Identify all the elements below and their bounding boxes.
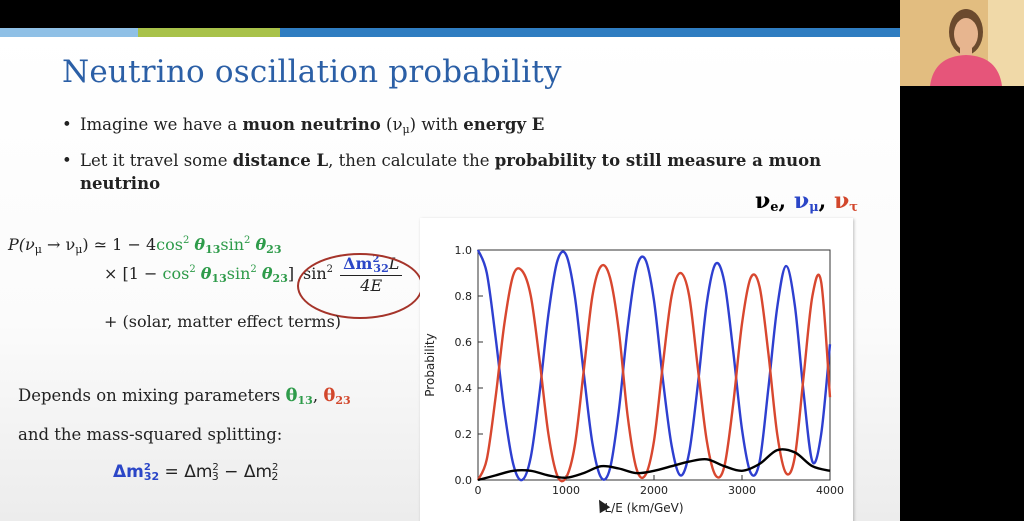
bullet1-bold-energy: energy E	[463, 115, 545, 134]
split-sup: 2	[143, 462, 151, 473]
eq2-sub13: 13	[211, 272, 227, 285]
eq-cos: cos	[156, 235, 183, 254]
top-black-bar	[0, 0, 1024, 28]
depends-theta23-sub: 23	[335, 394, 351, 407]
legend-mu-sub: μ	[809, 200, 819, 215]
y-tick-label: 1.0	[455, 244, 473, 257]
bullet1-text-mid: (ν	[380, 115, 403, 134]
eq-sin: sin	[220, 235, 245, 254]
x-tick-label: 2000	[640, 484, 668, 497]
neutrino-flavor-legend: νe, νμ, ντ	[755, 188, 858, 215]
bullet2-bold-distance: distance L	[232, 151, 329, 170]
legend-tau-sub: τ	[849, 200, 858, 215]
x-tick-label: 3000	[728, 484, 756, 497]
presenter-icon	[900, 0, 1024, 86]
eq-sub-mu-2: μ	[75, 243, 83, 256]
depends-text: Depends on mixing parameters	[18, 386, 286, 405]
header-stripe-green	[138, 28, 280, 37]
depends-theta23: θ	[323, 385, 336, 406]
slide-title: Neutrino oscillation probability	[62, 54, 562, 90]
x-tick-label: 1000	[552, 484, 580, 497]
bullet-list: • Imagine we have a muon neutrino (νμ) w…	[62, 113, 822, 203]
split-sub3: 3	[211, 470, 219, 483]
split-sub32: 32	[143, 470, 160, 483]
eq-lhs: P(ν	[8, 235, 35, 254]
eq2-sub23: 23	[272, 272, 288, 285]
bullet1-text-post: ) with	[409, 115, 464, 134]
bullet2-text-mid: , then calculate the	[328, 151, 495, 170]
split-sup-2: 2	[272, 462, 279, 473]
eq-sup2-b: 2	[244, 235, 251, 246]
y-tick-label: 0.2	[455, 428, 473, 441]
y-axis-label: Probability	[423, 333, 437, 396]
series-line-nu_tau	[476, 263, 832, 483]
series-line-nu_e	[477, 448, 831, 482]
split-sub2: 2	[271, 470, 279, 483]
bullet-dot-icon: •	[62, 151, 72, 170]
x-tick-label: 4000	[816, 484, 844, 497]
depends-theta13: θ	[285, 385, 298, 406]
eq2-theta13: θ	[200, 264, 212, 283]
depends-line-1: Depends on mixing parameters θ13, θ23	[18, 385, 351, 407]
depends-comma: ,	[312, 386, 324, 405]
eq-sub13: 13	[205, 243, 221, 256]
header-stripe-blue	[280, 28, 900, 37]
eq2-sup2-b: 2	[250, 264, 257, 275]
eq-theta13: θ	[194, 235, 206, 254]
legend-nu-mu: ν	[793, 188, 810, 214]
x-tick-label: 0	[475, 484, 482, 497]
webcam-video-thumbnail[interactable]	[900, 0, 1024, 86]
eq2-pre: × [1 −	[104, 264, 163, 283]
legend-sep-1: ,	[778, 188, 794, 214]
x-axis-label: L/E (km/GeV)	[604, 501, 683, 515]
presentation-slide: Neutrino oscillation probability • Imagi…	[0, 28, 900, 521]
eq-sub23: 23	[266, 243, 282, 256]
eq-rhs: ) ≃ 1 − 4	[82, 235, 157, 254]
split-eq: = Δm	[159, 462, 213, 482]
bullet1-text-pre: Imagine we have a	[80, 115, 243, 134]
y-tick-label: 0.8	[455, 290, 473, 303]
bullet1-bold-muon-neutrino: muon neutrino	[242, 115, 381, 134]
y-tick-label: 0.0	[455, 474, 473, 487]
header-stripe-lightblue	[0, 28, 138, 37]
equation-line-2: × [1 − cos2 θ13sin2 θ23]	[104, 264, 294, 285]
eq-sup2: 2	[182, 235, 190, 246]
bullet2-bold-probability: probability to still measure a muon neut…	[80, 151, 822, 193]
legend-nu-tau: ν	[833, 188, 850, 214]
bullet-dot-icon: •	[62, 115, 72, 134]
equation-line-1: P(νμ → νμ) ≃ 1 − 4cos2 θ13sin2 θ23	[8, 235, 281, 256]
split-sup-3: 2	[212, 462, 219, 473]
series-line-nu_mu	[476, 249, 832, 482]
probability-plot: 0 1000 2000 3000 4000 0.0 0.2 0.4 0.6 0.8 1.0 L/E (…	[423, 244, 844, 515]
y-tick-label: 0.6	[455, 336, 473, 349]
probability-plot-frame: 0 1000 2000 3000 4000 0.0 0.2 0.4 0.6 0.8 1.0 L/E (…	[420, 218, 853, 521]
depends-theta13-sub: 13	[297, 394, 313, 407]
equation-line-3: + (solar, matter effect terms)	[104, 312, 342, 331]
bullet-item-2: • Let it travel some distance L, then ca…	[62, 149, 822, 195]
eq2-sup2: 2	[189, 264, 196, 275]
y-tick-label: 0.4	[455, 382, 473, 395]
eq-sub-mu-1: μ	[34, 243, 42, 256]
bullet-item-1: • Imagine we have a muon neutrino (νμ) w…	[62, 113, 822, 141]
eq-theta23: θ	[255, 235, 267, 254]
legend-nu-e: ν	[755, 188, 771, 214]
legend-e-sub: e	[770, 200, 779, 215]
highlight-ellipse	[297, 253, 423, 319]
bullet2-text-pre: Let it travel some	[80, 151, 233, 170]
bullet1-mu-subscript: μ	[402, 123, 410, 136]
split-minus: − Δm	[218, 462, 273, 482]
mass-splitting-equation: Δm232 = Δm23 − Δm22	[113, 462, 278, 483]
eq2-theta23: θ	[261, 264, 273, 283]
depends-line-2: and the mass-squared splitting:	[18, 425, 283, 444]
legend-sep-2: ,	[818, 188, 834, 214]
eq2-cos: cos	[162, 264, 190, 283]
eq2-sin: sin	[226, 264, 251, 283]
eq-arrow: → ν	[41, 235, 76, 254]
eq2-close: ]	[287, 264, 295, 283]
split-dm: Δm	[113, 462, 144, 482]
